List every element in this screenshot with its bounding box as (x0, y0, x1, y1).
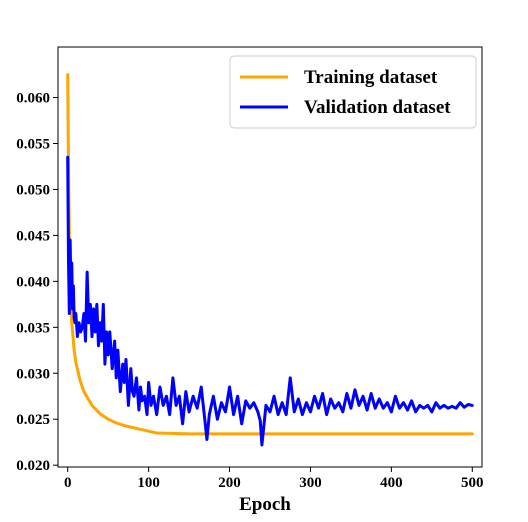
y-tick-label: 0.060 (16, 91, 50, 107)
x-tick-label: 100 (137, 475, 160, 491)
x-axis: 0 100 200 300 400 500 (64, 467, 484, 491)
y-tick-label: 0.055 (16, 136, 50, 152)
legend-label: Training dataset (304, 67, 438, 88)
series-line-1 (66, 155, 474, 447)
y-axis: 0.020 0.025 0.030 0.035 0.040 0.045 0.050 0.055… (16, 91, 58, 474)
y-tick-label: 0.045 (16, 228, 50, 244)
legend-label: Validation dataset (304, 97, 451, 118)
x-tick-label: 300 (299, 475, 322, 491)
y-tick-label: 0.025 (16, 412, 50, 428)
y-tick-label: 0.040 (16, 274, 50, 290)
y-tick-label: 0.020 (16, 458, 50, 474)
y-tick-label: 0.035 (16, 320, 50, 336)
legend-box (229, 55, 477, 129)
y-tick-label: 0.030 (16, 366, 50, 382)
plot-frame (57, 46, 483, 468)
series-layer (66, 73, 474, 447)
x-tick-label: 400 (380, 475, 403, 491)
x-tick-label: 200 (218, 475, 241, 491)
y-tick-label: 0.050 (16, 182, 50, 198)
legend: Training dataset Validation dataset (229, 55, 477, 129)
x-tick-label: 500 (461, 475, 484, 491)
series-line-0 (66, 73, 474, 436)
x-axis-title: Epoch (239, 494, 291, 515)
x-tick-label: 0 (64, 475, 72, 491)
